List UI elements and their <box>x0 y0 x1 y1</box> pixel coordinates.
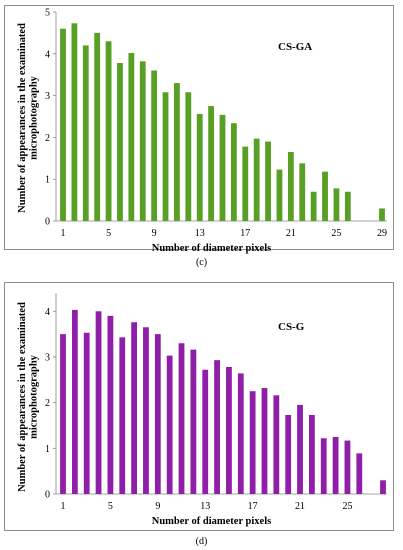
bar <box>344 440 351 494</box>
x-tick-label: 9 <box>155 501 160 512</box>
bar <box>119 337 126 494</box>
bar <box>214 360 220 494</box>
bar <box>166 355 173 494</box>
bar <box>332 436 339 494</box>
bar <box>117 62 123 221</box>
x-tick-label: 13 <box>200 501 210 512</box>
y-tick-label: 4 <box>45 49 50 60</box>
bar <box>285 414 292 494</box>
bar <box>273 395 280 494</box>
bar <box>356 453 363 494</box>
bar <box>178 343 185 494</box>
bar <box>190 349 197 494</box>
bar <box>174 83 180 221</box>
bar <box>333 188 340 221</box>
y-axis-title: Number of appearances in the examinatedm… <box>17 302 40 492</box>
bar <box>380 480 386 494</box>
x-tick-label: 29 <box>377 228 387 239</box>
x-tick-label: 5 <box>108 501 113 512</box>
y-tick-label: 0 <box>45 217 50 228</box>
bar <box>151 70 158 222</box>
bar <box>107 315 114 494</box>
y-axis-title-line: microphotography <box>29 75 40 160</box>
x-tick-label: 1 <box>61 228 66 239</box>
bar <box>94 32 101 222</box>
bar <box>202 369 209 494</box>
series-annotation: CS-G <box>278 321 305 333</box>
series-annotation: CS-GA <box>278 41 312 53</box>
bar <box>320 438 327 494</box>
x-axis-title: Number of diameter pixels <box>152 243 271 254</box>
y-tick-label: 4 <box>45 307 50 318</box>
bar <box>299 163 306 221</box>
y-tick-label: 0 <box>45 490 50 501</box>
bar <box>60 28 66 221</box>
x-tick-label: 21 <box>286 228 296 239</box>
y-tick-label: 3 <box>45 352 50 363</box>
bar <box>226 367 232 494</box>
bar <box>261 388 268 494</box>
bar <box>276 169 283 221</box>
bar <box>105 41 112 222</box>
bar <box>253 138 260 221</box>
bar <box>185 92 192 221</box>
bar <box>230 123 237 221</box>
bar <box>310 191 317 221</box>
y-tick-label: 5 <box>45 8 50 19</box>
y-axis-title-line: microphotography <box>29 354 40 439</box>
bar <box>208 106 215 221</box>
bar <box>162 92 169 221</box>
bar <box>237 373 244 494</box>
bar <box>287 152 294 221</box>
bar <box>344 191 351 221</box>
y-axis-title-line: Number of appearances in the examinated <box>17 302 28 492</box>
x-tick-label: 21 <box>295 501 305 512</box>
bar <box>60 334 66 494</box>
x-tick-label: 17 <box>248 501 258 512</box>
bar <box>143 327 149 494</box>
y-tick-label: 1 <box>45 175 50 186</box>
bar <box>71 309 78 494</box>
x-tick-label: 25 <box>331 228 341 239</box>
bar <box>196 113 203 221</box>
bar <box>82 45 89 221</box>
chart-panel-d <box>4 282 394 531</box>
bar <box>308 414 315 494</box>
x-tick-label: 1 <box>61 501 66 512</box>
bar <box>249 391 256 494</box>
bar <box>131 322 138 494</box>
panel-label-d: (d) <box>195 536 208 547</box>
x-tick-label: 5 <box>106 228 111 239</box>
x-tick-label: 13 <box>195 228 205 239</box>
y-tick-label: 2 <box>45 133 50 144</box>
bar <box>265 141 271 221</box>
bar <box>297 404 303 494</box>
bar <box>95 311 102 494</box>
y-tick-label: 2 <box>45 398 50 409</box>
panel-label-c: (c) <box>195 257 208 268</box>
bar <box>128 52 135 221</box>
x-tick-label: 25 <box>342 501 352 512</box>
bar <box>83 332 90 494</box>
bar <box>71 23 78 222</box>
bar <box>219 114 226 221</box>
bar <box>379 208 385 221</box>
bar <box>139 61 146 221</box>
y-axis-title-line: Number of appearances in the examinated <box>17 23 28 213</box>
bar <box>154 334 161 494</box>
y-tick-label: 1 <box>45 444 50 455</box>
x-tick-label: 17 <box>240 228 250 239</box>
y-tick-label: 3 <box>45 91 50 102</box>
x-tick-label: 9 <box>152 228 157 239</box>
bar <box>322 171 328 221</box>
y-axis-title: Number of appearances in the examinatedm… <box>17 23 40 213</box>
x-axis-title: Number of diameter pixels <box>152 516 271 527</box>
bar <box>242 146 249 221</box>
